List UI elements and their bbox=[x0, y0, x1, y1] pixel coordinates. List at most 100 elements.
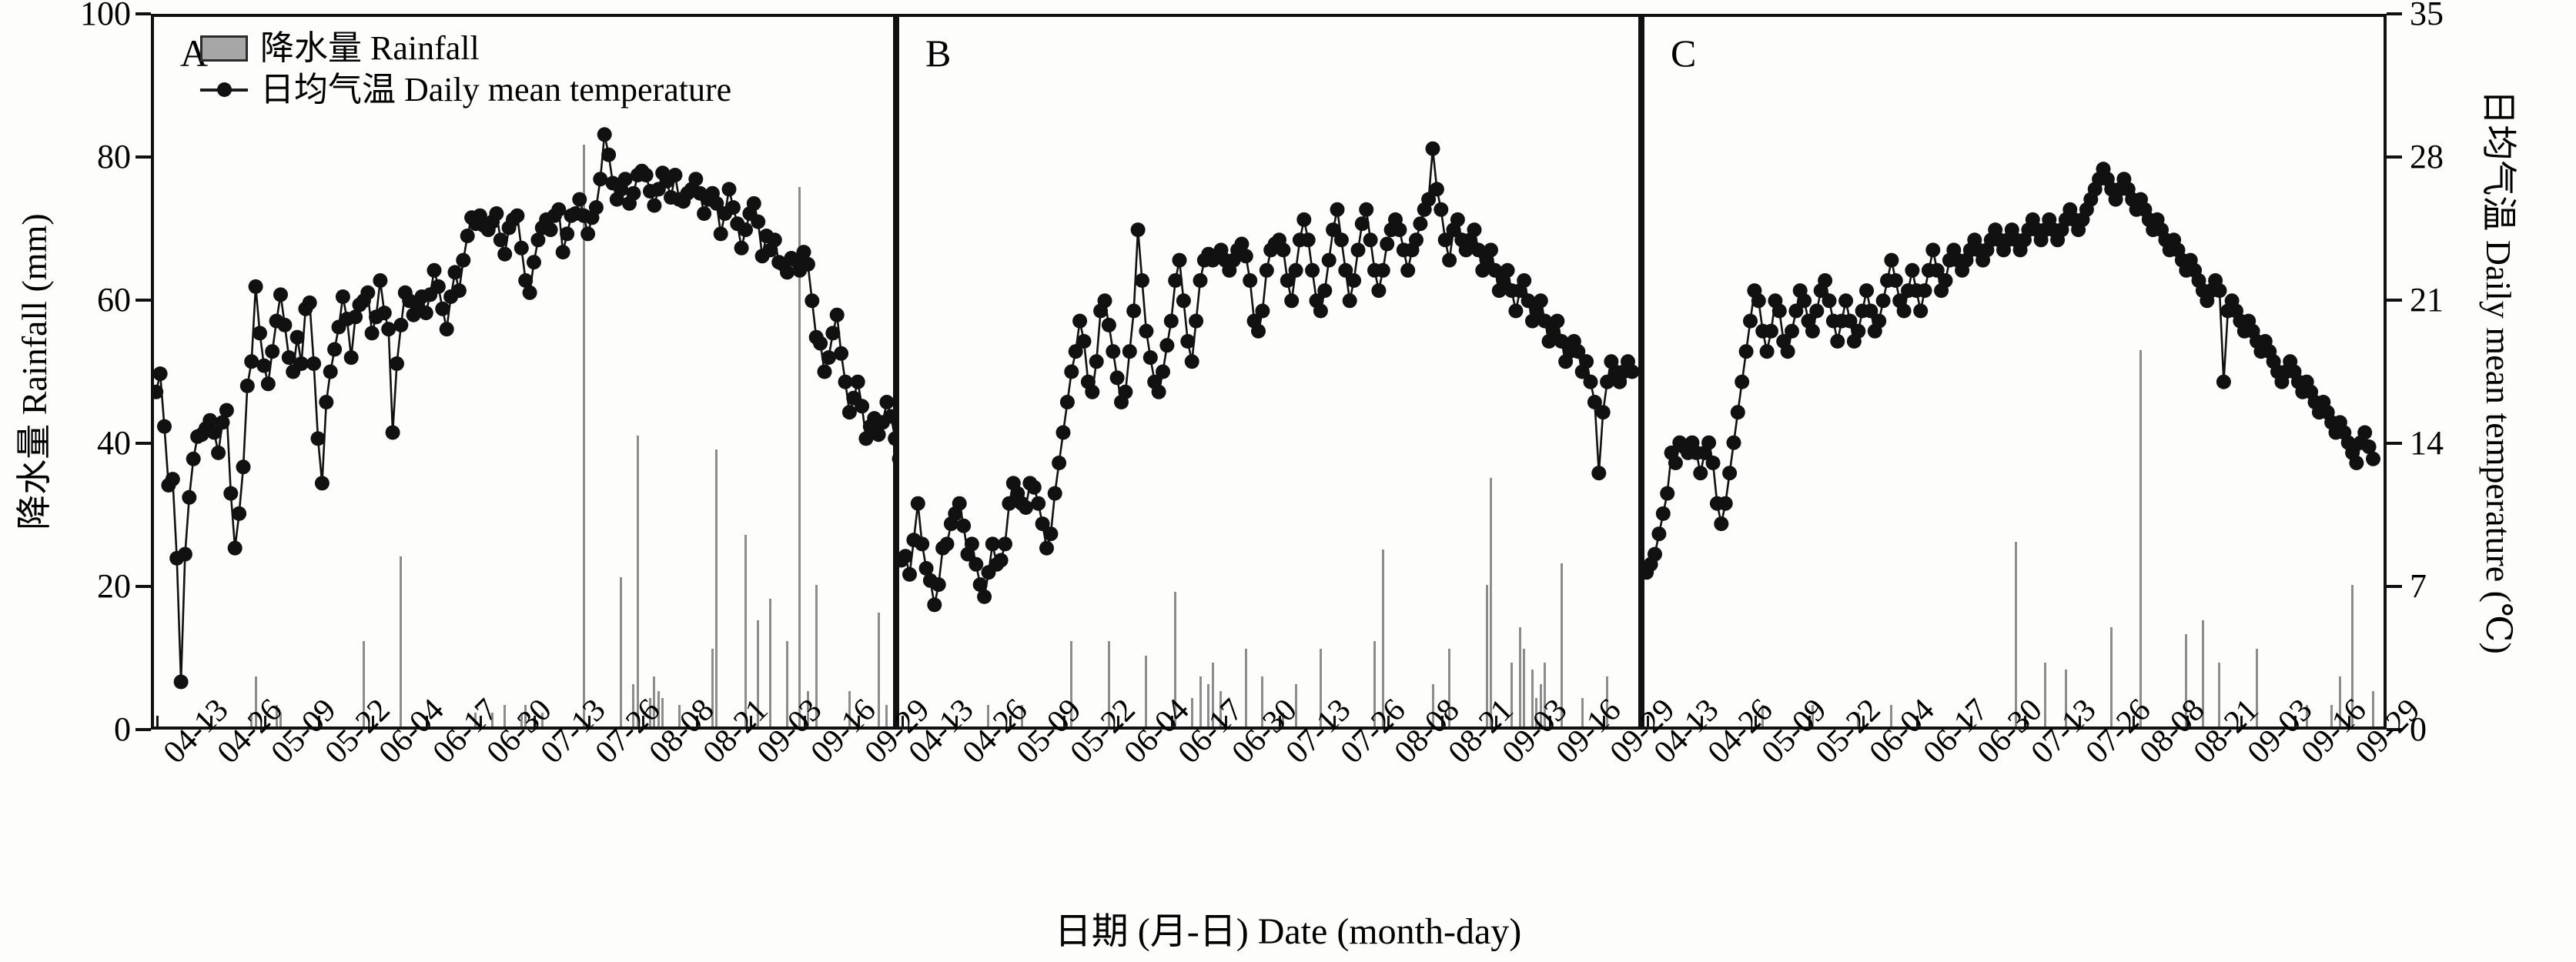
x-tick-label: 09-16 bbox=[2294, 692, 2374, 771]
temperature-point bbox=[597, 127, 612, 142]
temperature-point bbox=[1780, 344, 1795, 359]
rainfall-bar bbox=[1207, 683, 1210, 727]
temperature-point bbox=[306, 356, 322, 371]
temperature-point bbox=[1470, 242, 1486, 258]
temperature-point bbox=[1600, 374, 1615, 389]
y-tick-left: 40 bbox=[97, 424, 131, 462]
temperature-point bbox=[734, 240, 749, 256]
temperature-point bbox=[323, 364, 338, 379]
temperature-point bbox=[343, 350, 359, 366]
rainfall-bar bbox=[491, 712, 494, 727]
temperature-point bbox=[302, 295, 317, 310]
temperature-point bbox=[805, 293, 820, 309]
panel-c: C bbox=[1641, 14, 2387, 730]
x-tick-label: 05-22 bbox=[318, 692, 397, 771]
x-axis-title: 日期 (月-日) Date (month-day) bbox=[1054, 911, 1522, 952]
temperature-point bbox=[1917, 283, 1932, 299]
rainfall-bar bbox=[620, 577, 623, 727]
rainfall-bar bbox=[1811, 705, 1814, 727]
panel-label-b: B bbox=[925, 32, 952, 75]
temperature-point bbox=[738, 222, 753, 238]
rainfall-bar bbox=[400, 556, 403, 727]
temperature-point bbox=[1413, 216, 1428, 232]
temperature-point bbox=[910, 496, 925, 511]
x-tick-mark bbox=[2294, 716, 2297, 727]
rainfall-swatch-icon bbox=[200, 35, 248, 62]
temperature-point bbox=[265, 344, 280, 359]
temperature-point bbox=[1842, 313, 1858, 329]
x-tick-label: 07-13 bbox=[1280, 692, 1358, 771]
temperature-point bbox=[998, 536, 1012, 552]
panel-a: A 降水量 Rainfall 日均气温 Daily mean temperatu… bbox=[151, 14, 896, 730]
temperature-point bbox=[427, 262, 442, 278]
temperature-point bbox=[1193, 273, 1208, 288]
temperature-point bbox=[177, 546, 192, 562]
x-tick-mark bbox=[1333, 716, 1336, 727]
temperature-point bbox=[219, 403, 234, 418]
temperature-point bbox=[1359, 202, 1374, 217]
x-tick-label: 08-08 bbox=[2133, 692, 2212, 771]
legend-label-rainfall: 降水量 Rainfall bbox=[260, 29, 480, 68]
temperature-point bbox=[1176, 293, 1191, 309]
x-tick-label: 05-09 bbox=[1755, 692, 1834, 771]
temperature-line bbox=[155, 134, 893, 683]
temperature-point bbox=[206, 425, 222, 440]
rainfall-bar bbox=[1282, 712, 1285, 727]
temperature-point bbox=[617, 172, 633, 187]
temperature-point bbox=[1830, 334, 1845, 349]
x-tick-mark bbox=[1063, 716, 1066, 727]
temperature-point bbox=[1863, 303, 1878, 319]
temperature-point bbox=[1052, 456, 1067, 470]
temperature-point bbox=[841, 405, 857, 420]
temperature-point bbox=[1660, 486, 1675, 501]
temperature-point bbox=[223, 486, 239, 501]
temperature-point bbox=[1101, 317, 1116, 332]
x-tick-mark bbox=[2132, 716, 2135, 727]
rainfall-bar bbox=[1581, 698, 1584, 727]
rainfall-bar bbox=[1857, 712, 1860, 727]
temperature-point bbox=[1409, 232, 1423, 248]
x-tick-label: 05-22 bbox=[1808, 692, 1888, 771]
rainfall-bar bbox=[362, 641, 365, 727]
temperature-point bbox=[1142, 350, 1158, 366]
temperature-point bbox=[751, 214, 766, 229]
temperature-point bbox=[1718, 496, 1733, 511]
rainfall-bar bbox=[1431, 683, 1434, 727]
temperature-point bbox=[918, 561, 934, 576]
legend-row-temperature: 日均气温 Daily mean temperature bbox=[200, 69, 731, 111]
temperature-point bbox=[1925, 242, 1941, 258]
temperature-point bbox=[1875, 293, 1891, 309]
temperature-point bbox=[1759, 344, 1775, 359]
rainfall-bar bbox=[785, 641, 788, 727]
temperature-point bbox=[1809, 303, 1825, 319]
temperature-point bbox=[489, 206, 504, 221]
temperature-series bbox=[154, 127, 893, 690]
temperature-point bbox=[1168, 273, 1183, 288]
y-tick-left: 80 bbox=[97, 138, 131, 175]
temperature-point bbox=[780, 265, 795, 280]
rainfall-bar bbox=[275, 705, 278, 727]
legend-label-temperature: 日均气温 Daily mean temperature bbox=[260, 71, 732, 109]
rainfall-bar bbox=[1485, 584, 1488, 727]
temperature-point bbox=[1031, 496, 1046, 511]
temperature-point bbox=[977, 589, 992, 604]
y-tick-left: 0 bbox=[114, 710, 131, 748]
x-tick-label: 06-04 bbox=[1862, 692, 1942, 771]
temperature-point bbox=[1380, 236, 1395, 252]
temperature-point bbox=[855, 399, 870, 414]
x-tick-mark bbox=[318, 716, 321, 727]
x-tick-label: 04-26 bbox=[955, 692, 1035, 771]
x-tick-label: 04-13 bbox=[902, 692, 981, 771]
x-tick-label: 09-29 bbox=[858, 692, 937, 771]
temperature-point bbox=[1072, 313, 1088, 329]
temperature-point bbox=[580, 226, 596, 242]
temperature-point bbox=[1429, 182, 1444, 197]
temperature-point bbox=[1135, 273, 1149, 288]
y-tick-mark-right bbox=[2387, 299, 2402, 302]
temperature-point bbox=[1624, 364, 1638, 379]
temperature-point bbox=[821, 350, 836, 366]
temperature-point bbox=[1238, 249, 1253, 264]
temperature-point bbox=[1872, 313, 1887, 329]
temperature-point bbox=[1002, 496, 1017, 511]
temperature-point bbox=[1583, 374, 1598, 389]
